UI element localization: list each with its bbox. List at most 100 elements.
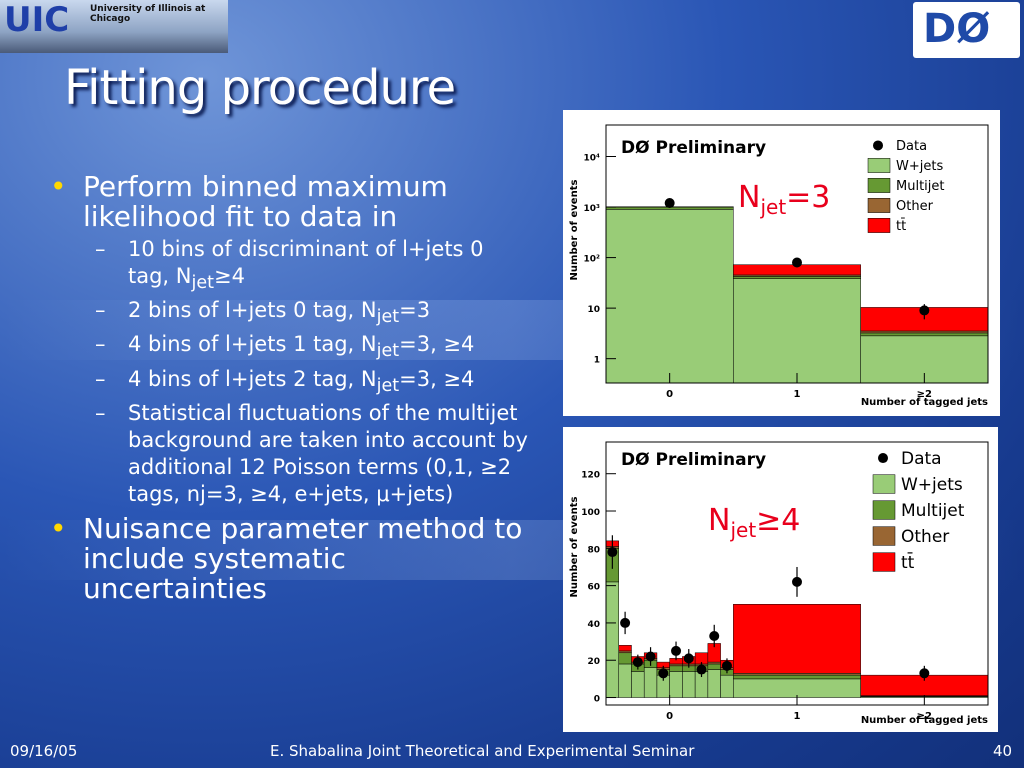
- legend-label: Multijet: [901, 501, 965, 521]
- y-axis-label: Number of events: [569, 497, 580, 598]
- data-point: [792, 257, 802, 268]
- legend-swatch: [872, 500, 896, 520]
- sub-bullet: Statistical fluctuations of the multijet…: [50, 400, 530, 508]
- y-tick-label: 60: [587, 583, 600, 593]
- data-point: [919, 305, 930, 316]
- x-tick-label: 1: [794, 711, 801, 722]
- chart-panel: 1 10 10² 10³ 10⁴ 0 1 ≥2 DØ Preliminary Number of …: [563, 110, 1000, 416]
- bar-segment: [733, 276, 861, 279]
- bar-segment: [605, 209, 734, 384]
- bar-segment: [707, 661, 721, 665]
- sub-bullet: 10 bins of discriminant of l+jets 0 tag,…: [50, 236, 530, 297]
- text: 4 bins of l+jets 1 tag, N: [128, 332, 377, 357]
- text: 10 bins of discriminant of l+jets 0 tag,…: [128, 237, 484, 288]
- logo-right: DØ: [913, 2, 1020, 58]
- data-point: [632, 657, 643, 668]
- bar-segment: [618, 652, 632, 665]
- logo-text: DØ: [923, 6, 991, 52]
- bar-segment: [733, 674, 861, 680]
- bullet-list: Perform binned maximum likelihood fit to…: [50, 172, 530, 608]
- subscript: jet: [376, 341, 400, 362]
- text: =3, ≥4: [399, 366, 475, 391]
- logo-caption: University of Illinois at Chicago: [90, 4, 206, 24]
- y-tick-label: 1: [594, 356, 600, 366]
- bar-segment: [860, 332, 989, 337]
- y-tick-label: 80: [587, 545, 600, 555]
- bar-segment: [669, 665, 683, 672]
- bar-segment: [631, 671, 645, 698]
- data-point: [683, 653, 694, 664]
- chart: 0 20 40 60 80 100 120 0 1 ≥2 DØ Preliminary Number …: [569, 441, 989, 726]
- annotation: Njet=3: [738, 180, 830, 219]
- bar-segment: [669, 671, 683, 698]
- y-tick-label: 10: [587, 305, 600, 315]
- text: ≥4: [214, 264, 245, 288]
- bar-segment: [682, 671, 696, 698]
- subscript: jet: [760, 195, 787, 219]
- text: =3, ≥4: [399, 332, 475, 357]
- bar-segment: [618, 645, 632, 652]
- bar-segment: [860, 330, 989, 334]
- legend-label: Other: [901, 527, 949, 547]
- bar-segment: [643, 667, 658, 698]
- y-tick-label: 10²: [584, 255, 601, 265]
- y-tick-label: 120: [581, 471, 600, 481]
- subscript: jet: [191, 273, 215, 294]
- x-tick-label: 0: [666, 711, 673, 722]
- footer-center: E. Shabalina Joint Theoretical and Exper…: [270, 742, 695, 760]
- logo-text: UIC: [4, 0, 70, 40]
- data-point: [792, 576, 802, 587]
- chart-title: DØ Preliminary: [621, 450, 766, 470]
- y-tick-label: 10³: [584, 204, 601, 214]
- legend-swatch: [872, 526, 896, 546]
- data-point: [696, 664, 707, 675]
- subscript: jet: [730, 518, 757, 542]
- legend-label: tt̄: [901, 551, 915, 573]
- y-tick-label: 10⁴: [584, 153, 601, 163]
- bar-segment: [618, 650, 632, 654]
- legend-label: Other: [896, 199, 934, 214]
- legend-swatch: [867, 218, 891, 233]
- bullet: Perform binned maximum likelihood fit to…: [50, 172, 530, 232]
- text: ≥4: [756, 503, 801, 538]
- bar-segment: [618, 663, 632, 698]
- bar-segment: [733, 278, 861, 384]
- logo-left: UIC University of Illinois at Chicago: [0, 0, 228, 53]
- y-axis-label: Number of events: [569, 180, 580, 281]
- footer-date: 09/16/05: [10, 742, 78, 760]
- legend-label: Multijet: [896, 179, 944, 194]
- chart-title: DØ Preliminary: [621, 138, 766, 158]
- bullet: Nuisance parameter method to include sys…: [50, 513, 530, 604]
- legend-label: tt̄: [896, 219, 906, 234]
- data-point: [607, 547, 618, 558]
- y-tick-label: 40: [587, 620, 600, 630]
- x-tick-label: 0: [666, 389, 673, 400]
- sub-bullet: 4 bins of l+jets 1 tag, Njet=3, ≥4: [50, 331, 530, 365]
- legend-swatch: [867, 198, 891, 213]
- legend-swatch: [872, 552, 896, 572]
- x-tick-label: 1: [794, 389, 801, 400]
- bar-segment: [733, 604, 861, 674]
- y-tick-label: 20: [587, 657, 600, 667]
- subscript: jet: [376, 307, 400, 328]
- legend-label: W+jets: [896, 159, 943, 174]
- bar-segment: [720, 674, 734, 698]
- legend-label: Data: [896, 139, 927, 154]
- y-tick-label: 0: [594, 695, 600, 705]
- data-point: [645, 651, 656, 662]
- data-point: [658, 668, 669, 679]
- legend-marker: [878, 453, 888, 464]
- y-tick-label: 100: [581, 508, 600, 518]
- text: N: [738, 180, 761, 215]
- footer-page: 40: [993, 742, 1013, 760]
- x-tick-label: ≥2: [917, 711, 932, 722]
- text: Statistical fluctuations of the multijet…: [128, 400, 528, 506]
- x-tick-label: ≥2: [917, 389, 932, 400]
- data-point: [919, 668, 930, 679]
- legend-label: Data: [901, 449, 942, 469]
- text: 2 bins of l+jets 0 tag, N: [128, 298, 377, 323]
- legend-marker: [873, 140, 883, 151]
- annotation: Njet≥4: [708, 503, 800, 542]
- bar-segment: [605, 581, 619, 698]
